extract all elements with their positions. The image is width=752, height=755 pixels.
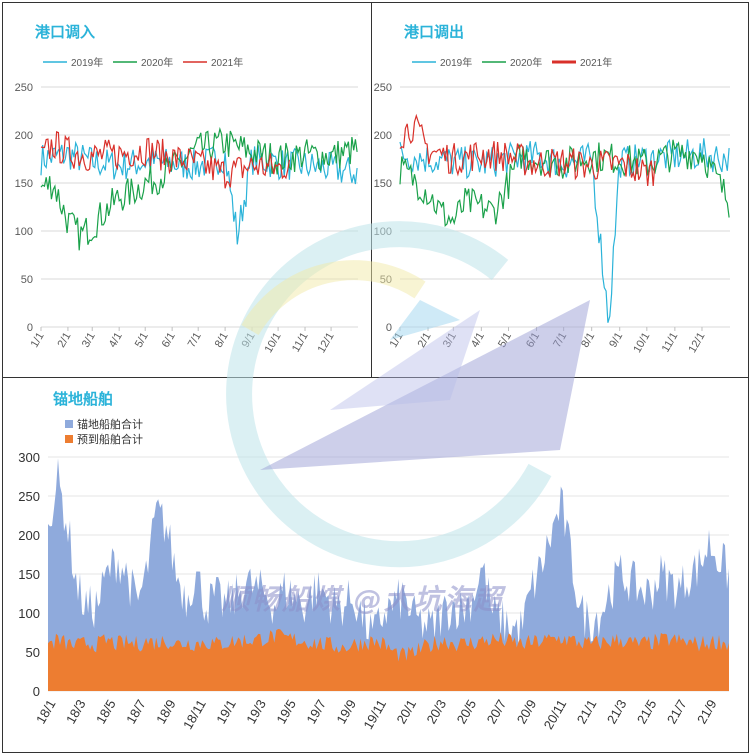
chart-title: 港口调出: [404, 23, 465, 41]
y-tick-label: 150: [18, 567, 40, 582]
x-tick-label: 8/1: [213, 331, 231, 350]
legend-label: 2019年: [71, 56, 103, 69]
x-tick-label: 3/1: [441, 331, 459, 350]
x-tick-label: 4/1: [107, 331, 125, 350]
legend-label: 2021年: [580, 56, 612, 69]
x-tick-label: 6/1: [160, 331, 178, 350]
y-tick-label: 250: [15, 82, 33, 94]
y-tick-label: 50: [26, 645, 40, 660]
y-tick-label: 150: [15, 178, 33, 190]
x-tick-label: 5/1: [496, 331, 514, 350]
x-tick-label: 19/11: [360, 697, 389, 732]
chart-title: 港口调入: [35, 23, 96, 41]
x-tick-label: 2/1: [55, 331, 73, 350]
x-tick-label: 18/5: [93, 697, 119, 726]
chart-panel-anchorage: 锚地船舶 0 50 100 150 200 250 300 18/1 18/3 18/5 18/7 1…: [2, 377, 749, 753]
x-tick-label: 8/1: [579, 331, 597, 350]
legend-label: 2020年: [510, 56, 542, 69]
y-tick-label: 250: [374, 82, 392, 94]
y-tick-label: 200: [374, 130, 392, 142]
x-tick-label: 5/1: [133, 331, 151, 350]
series-line-2021年: [40, 130, 290, 189]
y-tick-label: 50: [380, 274, 392, 286]
x-tick-label: 19/1: [213, 697, 239, 726]
chart-panel-inbound: 港口调入 0 50 100 150 200 250 1/1 2/1 3/1 4/1 5/1 6/1 7/…: [2, 2, 372, 378]
x-tick-label: 4/1: [469, 331, 487, 350]
legend-label: 2020年: [141, 56, 173, 69]
x-tick-label: 19/3: [243, 697, 269, 726]
chart-panel-outbound: 港口调出 0 50 100 150 200 250 1/1 2/1 3/1 4/1 5/1 6/1 7/…: [371, 2, 749, 378]
x-tick-label: 18/11: [180, 697, 209, 732]
x-tick-label: 21/1: [574, 697, 600, 726]
x-tick-label: 11/1: [660, 331, 681, 355]
x-tick-label: 7/1: [551, 331, 569, 350]
legend-label: 预到船舶合计: [77, 432, 143, 446]
x-tick-label: 18/1: [33, 697, 59, 726]
x-tick-label: 20/7: [484, 697, 510, 726]
y-tick-label: 0: [386, 322, 392, 334]
anchorage-area-chart: 0 50 100 150 200 250 300 18/1 18/3 18/5 18/7 18/9 18…: [18, 417, 729, 732]
x-tick-label: 12/1: [686, 331, 707, 356]
x-tick-label: 21/7: [664, 697, 690, 726]
x-tick-label: 3/1: [80, 331, 98, 350]
x-tick-label: 10/1: [631, 331, 652, 356]
x-tick-label: 20/5: [454, 697, 480, 726]
legend-label: 2021年: [211, 56, 243, 69]
x-tick-label: 20/11: [541, 697, 570, 732]
x-tick-label: 19/9: [333, 697, 359, 726]
y-tick-label: 200: [15, 130, 33, 142]
legend-label: 锚地船舶合计: [77, 417, 143, 431]
y-tick-label: 100: [15, 226, 33, 238]
x-tick-label: 2/1: [416, 331, 434, 350]
y-tick-label: 250: [18, 489, 40, 504]
x-tick-label: 18/7: [123, 697, 149, 726]
y-tick-label: 0: [27, 322, 33, 334]
x-tick-label: 20/3: [424, 697, 450, 726]
x-tick-label: 9/1: [240, 331, 258, 350]
y-tick-label: 100: [18, 606, 40, 621]
y-tick-label: 50: [21, 274, 33, 286]
x-tick-label: 10/1: [263, 331, 284, 356]
y-tick-label: 300: [18, 450, 40, 465]
watermark-text: 顺畅船煤 @大坑海超: [222, 583, 504, 616]
legend-swatch: [65, 420, 73, 428]
x-tick-label: 20/1: [393, 697, 419, 726]
x-tick-label: 20/9: [514, 697, 540, 726]
x-tick-label: 18/3: [63, 697, 89, 726]
x-tick-label: 11/1: [290, 331, 311, 355]
x-tick-label: 18/9: [153, 697, 179, 726]
x-tick-label: 21/9: [694, 697, 720, 726]
x-tick-label: 12/1: [316, 331, 337, 356]
y-tick-label: 100: [374, 226, 392, 238]
x-tick-label: 19/7: [303, 697, 329, 726]
x-tick-label: 7/1: [186, 331, 204, 350]
series-line-2020年: [40, 126, 358, 251]
x-tick-label: 21/5: [634, 697, 660, 726]
series-area-锚地船舶合计: [48, 458, 729, 691]
series-line-2019年: [40, 140, 358, 245]
y-tick-label: 150: [374, 178, 392, 190]
x-tick-label: 21/3: [604, 697, 630, 726]
x-tick-label: 9/1: [607, 331, 625, 350]
legend-label: 2019年: [440, 56, 472, 69]
y-tick-label: 200: [18, 528, 40, 543]
series-area-预到船舶合计: [48, 629, 729, 691]
x-tick-label: 6/1: [524, 331, 542, 350]
x-tick-label: 19/5: [273, 697, 299, 726]
legend-swatch: [65, 435, 73, 443]
series-line-2021年: [399, 113, 656, 187]
chart-title: 锚地船舶: [53, 390, 114, 408]
y-tick-label: 0: [33, 684, 40, 699]
